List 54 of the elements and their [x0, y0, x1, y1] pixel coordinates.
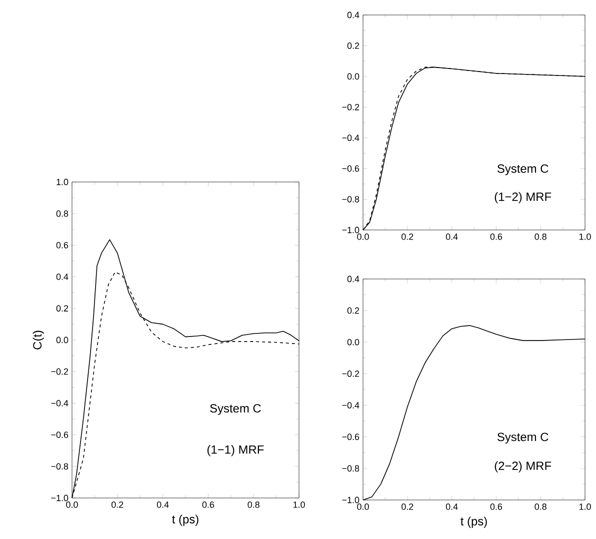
y-axis-title: C(t)	[32, 330, 44, 350]
x-tick-label: 1.0	[579, 504, 591, 510]
x-tick-label: 0.0	[357, 234, 369, 240]
annotation: (2−2) MRF	[494, 461, 552, 472]
x-tick-label: 0.6	[202, 502, 214, 508]
y-tick-label: −0.6	[51, 432, 68, 438]
x-tick-label: 1.0	[579, 234, 591, 240]
x-tick-label: 0.4	[446, 504, 458, 510]
y-tick-label: 0.4	[56, 274, 68, 280]
annotation: (1−1) MRF	[207, 445, 264, 456]
y-tick-label: −1.0	[342, 226, 360, 234]
x-tick-label: 0.8	[534, 234, 546, 240]
y-tick-label: −0.4	[342, 134, 360, 142]
y-tick-label: −0.8	[342, 196, 360, 202]
y-tick-label: 0.8	[56, 210, 68, 217]
x-tick-label: 0.6	[490, 234, 502, 240]
x-tick-label: 0.2	[402, 504, 414, 510]
x-tick-label: 0.8	[248, 502, 260, 508]
x-tick-label: 1.0	[293, 502, 305, 508]
x-tick-label: 0.4	[156, 502, 169, 508]
x-axis-title: t (ps)	[460, 516, 487, 528]
y-tick-label: −1.0	[51, 494, 68, 502]
x-tick-label: 0.8	[534, 504, 546, 510]
y-tick-label: 0.4	[347, 12, 360, 18]
annotation: (1−2) MRF	[494, 192, 552, 204]
annotation: System C	[210, 404, 261, 415]
x-tick-label: 0.2	[112, 502, 124, 508]
y-tick-label: −0.2	[51, 368, 68, 375]
y-tick-label: −1.0	[342, 496, 360, 504]
y-tick-label: 0.0	[347, 338, 360, 346]
x-tick-label: 0.2	[402, 234, 414, 240]
x-axis-title: t (ps)	[172, 514, 198, 526]
x-tick-label: 0.4	[446, 234, 458, 240]
y-tick-label: −0.6	[342, 434, 360, 440]
y-tick-label: 0.2	[347, 307, 360, 314]
y-tick-label: 0.2	[347, 42, 360, 49]
annotation: System C	[497, 164, 548, 176]
y-tick-label: −0.2	[342, 104, 360, 110]
y-tick-label: −0.8	[342, 465, 360, 472]
y-tick-label: −0.4	[51, 400, 68, 406]
y-tick-label: 1.0	[56, 178, 68, 186]
y-tick-label: 0.6	[56, 242, 68, 248]
annotation: System C	[497, 432, 548, 444]
y-tick-label: 0.2	[56, 305, 68, 312]
x-tick-label: 0.6	[490, 504, 502, 510]
y-tick-label: −0.6	[342, 165, 360, 172]
y-tick-label: 0.0	[347, 73, 360, 80]
y-tick-label: 0.4	[347, 276, 360, 282]
y-tick-label: −0.4	[342, 402, 360, 408]
x-tick-label: 0.0	[357, 504, 369, 510]
y-tick-label: −0.8	[51, 463, 68, 470]
y-tick-label: −0.2	[342, 370, 360, 377]
y-tick-label: 0.0	[56, 336, 68, 344]
x-tick-label: 0.0	[66, 502, 78, 508]
